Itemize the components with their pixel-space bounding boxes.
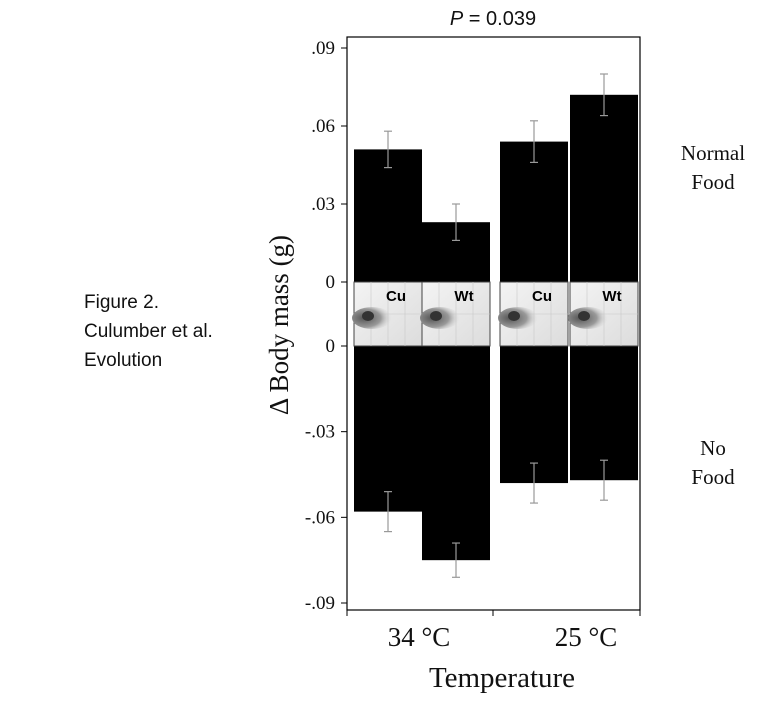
panel-labels: Normal Food No Food <box>681 141 745 489</box>
caption-line-1: Figure 2. <box>84 292 159 313</box>
fish-head <box>508 311 520 321</box>
panel-label-line: Food <box>691 170 735 194</box>
figure-caption: Figure 2. Culumber et al. Evolution <box>84 288 213 375</box>
y-tick-label: .09 <box>311 38 335 59</box>
bar <box>570 346 638 481</box>
error-bar <box>530 120 538 163</box>
y-tick-label: 0 <box>326 272 336 293</box>
fish-image-cell: Wt <box>568 281 639 347</box>
panel-label-line: Normal <box>681 141 745 165</box>
fish-head <box>578 311 590 321</box>
chart-title: P = 0.039 <box>450 8 536 30</box>
y-tick-label: .06 <box>311 116 335 137</box>
error-bar <box>600 73 608 117</box>
y-tick-label: -.03 <box>305 422 335 443</box>
bar <box>570 94 638 282</box>
panel-label: No Food <box>691 436 735 489</box>
x-axis-label: Temperature <box>429 662 575 694</box>
panel-label: Normal Food <box>681 141 745 194</box>
y-tick-label: -.09 <box>305 593 335 614</box>
x-category-label: 34 °C <box>388 622 451 652</box>
error-bar <box>600 459 608 501</box>
error-bar <box>452 542 460 578</box>
fish-head <box>430 311 442 321</box>
group-label: Wt <box>602 288 621 305</box>
fish-image-cell: Cu <box>498 281 569 347</box>
bar <box>500 346 568 484</box>
error-bar <box>530 462 538 504</box>
caption-line-2: Culumber et al. <box>84 321 213 342</box>
y-tick-label: -.06 <box>305 507 335 528</box>
x-category-label: 25 °C <box>555 622 618 652</box>
panel-label-line: Food <box>691 465 735 489</box>
error-bar <box>384 491 392 533</box>
error-bar <box>452 203 460 241</box>
bar <box>500 141 568 282</box>
y-axis-label: Δ Body mass (g) <box>264 235 294 415</box>
caption-line-3: Evolution <box>84 350 163 371</box>
bar <box>422 346 490 561</box>
panel-label-line: No <box>700 436 726 460</box>
fish-head <box>362 311 374 321</box>
y-tick-label: .03 <box>311 194 335 215</box>
fish-image-cell: Cu <box>352 281 423 347</box>
bar <box>354 346 422 512</box>
group-label: Cu <box>532 288 552 305</box>
error-bar <box>384 130 392 169</box>
fish-image-cell: Wt <box>420 281 491 347</box>
title-rest: = 0.039 <box>463 8 536 30</box>
group-label: Cu <box>386 288 406 305</box>
group-label: Wt <box>454 288 473 305</box>
y-tick-label: 0 <box>326 336 336 357</box>
title-italic-part: P <box>450 8 464 30</box>
plot-area: .09 .06 .03 0 0 -.03 -.06 -.09 34 °C 25 °C Cu Wt Cu W… <box>305 36 641 652</box>
bar <box>354 149 422 282</box>
